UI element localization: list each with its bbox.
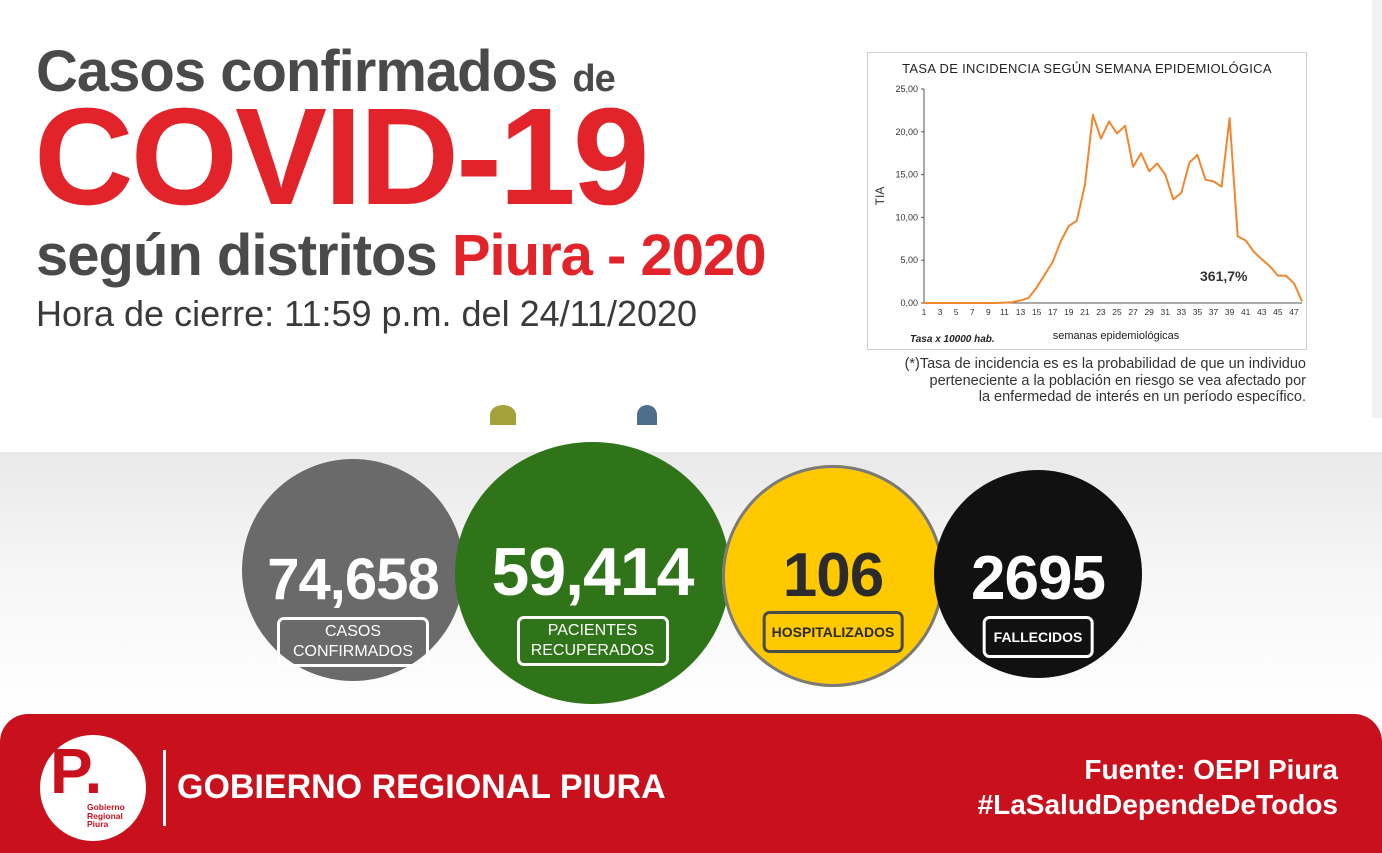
footnote-line: la enfermedad de interés en un período e… — [978, 389, 1306, 405]
footer-bar — [0, 714, 1382, 853]
stat-confirmed-label-l2: CONFIRMADOS — [293, 643, 413, 660]
y-axis-label: TIA — [873, 187, 887, 206]
stat-recovered-value: 59,414 — [491, 534, 695, 610]
x-tick-label: 45 — [1273, 307, 1283, 317]
x-tick-label: 1 — [922, 307, 927, 317]
x-tick-label: 39 — [1225, 307, 1235, 317]
stat-hospitalized-label: HOSPITALIZADOS — [762, 611, 904, 653]
headline-districts: según distritos — [36, 223, 438, 288]
headline-region-year: Piura - 2020 — [451, 223, 767, 288]
hashtag-text: #LaSaludDependeDeTodos — [977, 789, 1338, 820]
y-tick-label: 10,00 — [895, 212, 918, 222]
stat-confirmed-value: 74,658 — [267, 547, 439, 612]
stat-deaths-circle: 2695 FALLECIDOS — [934, 470, 1142, 678]
headline-line1: Casos confirmados de — [36, 38, 616, 105]
x-tick-label: 47 — [1289, 307, 1299, 317]
stat-recovered-label-l2: RECUPERADOS — [530, 642, 655, 659]
x-tick-label: 35 — [1193, 307, 1203, 317]
logo-text-line: Regional — [87, 810, 123, 821]
x-tick-label: 43 — [1257, 307, 1267, 317]
series-line — [924, 113, 1303, 304]
headline-main: Casos confirmados — [36, 39, 558, 104]
footer-divider — [163, 750, 166, 826]
source-block: Fuente: OEPI Piura #LaSaludDependeDeTodo… — [978, 752, 1338, 822]
source-text: Fuente: OEPI Piura — [1084, 754, 1338, 785]
x-tick-label: 27 — [1128, 307, 1138, 317]
logo-letter: P. — [50, 735, 103, 807]
x-tick-label: 41 — [1241, 307, 1251, 317]
stat-recovered-label: PACIENTES RECUPERADOS — [516, 616, 669, 666]
decorative-blob — [637, 405, 657, 425]
x-tick-label: 23 — [1096, 307, 1106, 317]
logo-text-line: Piura — [87, 819, 109, 829]
x-tick-label: 15 — [1032, 307, 1042, 317]
headline-covid: COVID-19 — [34, 80, 649, 234]
closing-time: Hora de cierre: 11:59 p.m. del 24/11/202… — [36, 293, 698, 334]
x-tick-label: 21 — [1080, 307, 1090, 317]
x-tick-label: 9 — [986, 307, 991, 317]
stat-recovered-label-l1: PACIENTES — [547, 622, 638, 639]
footnote-line: (*)Tasa de incidencia es es la probabili… — [904, 356, 1306, 372]
incidence-chart: TASA DE INCIDENCIA SEGÚN SEMANA EPIDEMIO… — [867, 52, 1307, 350]
headline-small: de — [572, 58, 615, 100]
y-tick-label: 0,00 — [900, 298, 918, 308]
x-tick-label: 29 — [1144, 307, 1154, 317]
x-tick-label: 31 — [1161, 307, 1171, 317]
stat-confirmed-circle: 74,658 CASOS CONFIRMADOS — [242, 459, 464, 681]
stat-hospitalized-value: 106 — [782, 541, 884, 610]
x-tick-label: 33 — [1177, 307, 1187, 317]
stat-recovered-circle: 59,414 PACIENTES RECUPERADOS — [455, 442, 730, 704]
x-tick-label: 37 — [1209, 307, 1219, 317]
x-tick-label: 5 — [954, 307, 959, 317]
logo-text: Gobierno Regional Piura — [87, 803, 125, 829]
organization-name: GOBIERNO REGIONAL PIURA — [177, 768, 666, 806]
header-edge — [1372, 0, 1382, 418]
footnote-line: perteneciente a la población en riesgo s… — [929, 372, 1306, 389]
gobierno-logo: P. Gobierno Regional Piura — [40, 735, 146, 841]
logo-text-line: Gobierno — [87, 802, 125, 812]
y-tick-label: 15,00 — [895, 170, 918, 180]
x-tick-label: 19 — [1064, 307, 1074, 317]
x-tick-label: 11 — [1000, 307, 1009, 317]
stat-confirmed-label: CASOS CONFIRMADOS — [277, 617, 429, 667]
chart-annotation: 361,7% — [1200, 268, 1248, 284]
chart-note: Tasa x 10000 hab. — [910, 334, 995, 345]
x-tick-label: 17 — [1048, 307, 1058, 317]
stat-deaths-value: 2695 — [971, 544, 1106, 613]
headline-line3: según distritos Piura - 2020 — [36, 222, 767, 289]
stat-deaths-label: FALLECIDOS — [982, 616, 1094, 658]
footnote: (*)Tasa de incidencia es es la probabili… — [800, 356, 1306, 406]
x-tick-label: 3 — [938, 307, 943, 317]
decorative-blob — [490, 405, 516, 425]
stat-confirmed-label-l1: CASOS — [324, 623, 381, 640]
x-tick-label: 7 — [970, 307, 975, 317]
y-tick-label: 20,00 — [895, 127, 918, 137]
y-tick-label: 25,00 — [895, 84, 918, 94]
x-tick-label: 13 — [1016, 307, 1026, 317]
x-axis-label: semanas epidemiológicas — [1053, 330, 1180, 342]
stat-hospitalized-circle: 106 HOSPITALIZADOS — [722, 465, 944, 687]
y-tick-label: 5,00 — [900, 255, 918, 265]
x-tick-label: 25 — [1112, 307, 1122, 317]
chart-title: TASA DE INCIDENCIA SEGÚN SEMANA EPIDEMIO… — [902, 61, 1272, 76]
